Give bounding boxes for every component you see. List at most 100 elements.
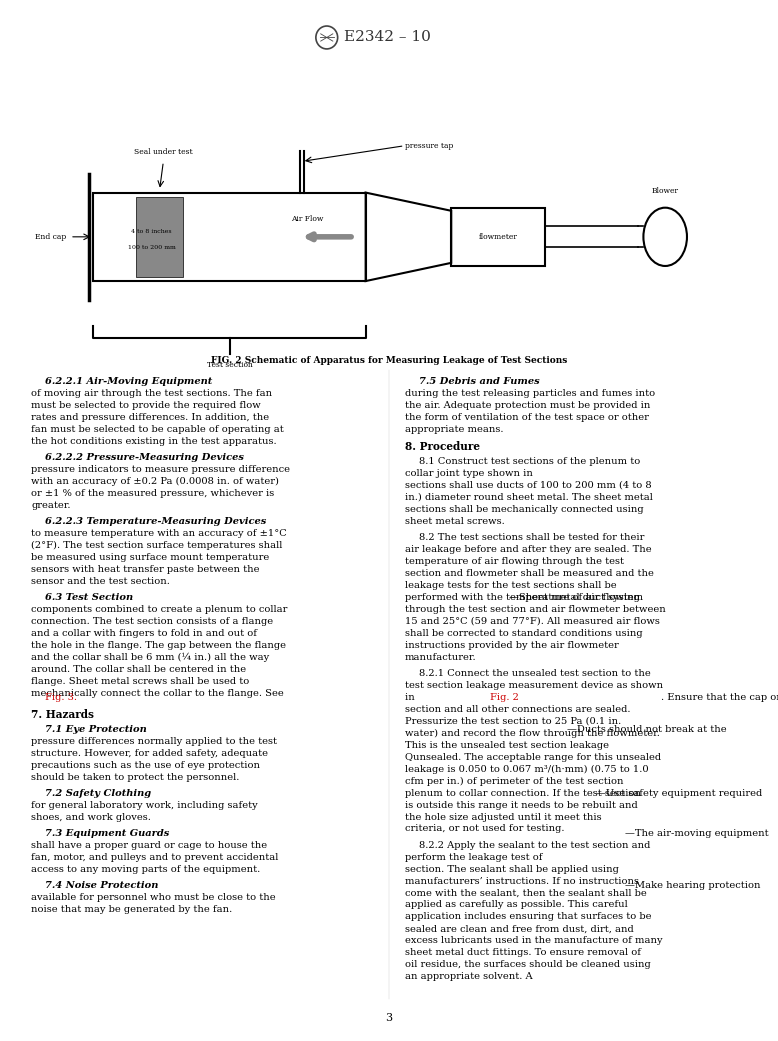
Text: End cap: End cap — [35, 233, 66, 240]
Text: must be selected to provide the required flow: must be selected to provide the required… — [31, 401, 261, 410]
Text: 8. Procedure: 8. Procedure — [405, 440, 479, 452]
Text: and a collar with fingers to fold in and out of: and a collar with fingers to fold in and… — [31, 629, 257, 638]
Text: Seal under test: Seal under test — [134, 148, 193, 156]
Text: sensor and the test section.: sensor and the test section. — [31, 577, 170, 586]
Text: —Use safety equipment required: —Use safety equipment required — [596, 789, 762, 798]
Text: pressure indicators to measure pressure difference: pressure indicators to measure pressure … — [31, 464, 290, 474]
Text: temperature of air flowing through the test: temperature of air flowing through the t… — [405, 557, 623, 566]
Text: flowmeter: flowmeter — [478, 233, 517, 240]
Text: applied as carefully as possible. This careful: applied as carefully as possible. This c… — [405, 900, 627, 910]
Text: E2342 – 10: E2342 – 10 — [344, 30, 431, 45]
Text: 3: 3 — [385, 1013, 393, 1023]
Text: cfm per in.) of perimeter of the test section: cfm per in.) of perimeter of the test se… — [405, 777, 623, 786]
Text: for general laboratory work, including safety: for general laboratory work, including s… — [31, 801, 258, 810]
Text: available for personnel who must be close to the: available for personnel who must be clos… — [31, 893, 275, 903]
Text: shoes, and work gloves.: shoes, and work gloves. — [31, 813, 151, 822]
Text: This is the unsealed test section leakage: This is the unsealed test section leakag… — [405, 740, 608, 750]
Text: —Make hearing protection: —Make hearing protection — [626, 881, 761, 890]
Text: section and flowmeter shall be measured and the: section and flowmeter shall be measured … — [405, 568, 654, 578]
Text: FIG. 2 Schematic of Apparatus for Measuring Leakage of Test Sections: FIG. 2 Schematic of Apparatus for Measur… — [211, 356, 567, 365]
Text: the hole size adjusted until it meet this: the hole size adjusted until it meet thi… — [405, 812, 601, 821]
Text: with an accuracy of ±0.2 Pa (0.0008 in. of water): with an accuracy of ±0.2 Pa (0.0008 in. … — [31, 477, 279, 486]
Text: 8.1 Construct test sections of the plenum to: 8.1 Construct test sections of the plenu… — [419, 457, 640, 466]
Text: fan, motor, and pulleys and to prevent accidental: fan, motor, and pulleys and to prevent a… — [31, 853, 279, 862]
Text: through the test section and air flowmeter between: through the test section and air flowmet… — [405, 605, 665, 614]
Text: to measure temperature with an accuracy of ±1°C: to measure temperature with an accuracy … — [31, 529, 287, 538]
Text: Air Flow: Air Flow — [291, 215, 324, 224]
Text: shall have a proper guard or cage to house the: shall have a proper guard or cage to hou… — [31, 841, 268, 850]
Text: leakage is 0.050 to 0.067 m³/(h·mm) (0.75 to 1.0: leakage is 0.050 to 0.067 m³/(h·mm) (0.7… — [405, 764, 648, 773]
Text: criteria, or not used for testing.: criteria, or not used for testing. — [405, 824, 564, 834]
Text: Pressurize the test section to 25 Pa (0.1 in.: Pressurize the test section to 25 Pa (0.… — [405, 716, 621, 726]
Text: plenum to collar connection. If the test section: plenum to collar connection. If the test… — [405, 788, 640, 797]
Text: 100 to 200 mm: 100 to 200 mm — [128, 245, 176, 250]
Text: and the collar shall be 6 mm (¼ in.) all the way: and the collar shall be 6 mm (¼ in.) all… — [31, 653, 269, 662]
Text: section and all other connections are sealed.: section and all other connections are se… — [405, 705, 630, 714]
Text: 4 to 8 inches: 4 to 8 inches — [131, 229, 172, 234]
Text: pressure tap: pressure tap — [405, 142, 453, 150]
Text: perform the leakage test of: perform the leakage test of — [405, 853, 545, 862]
Text: 7.5 Debris and Fumes: 7.5 Debris and Fumes — [419, 377, 539, 386]
Text: appropriate means.: appropriate means. — [405, 425, 503, 434]
Text: access to any moving parts of the equipment.: access to any moving parts of the equipm… — [31, 865, 261, 874]
Text: shall be corrected to standard conditions using: shall be corrected to standard condition… — [405, 629, 642, 638]
Text: manufacturers’ instructions. If no instructions: manufacturers’ instructions. If no instr… — [405, 877, 639, 886]
Text: sections shall be mechanically connected using: sections shall be mechanically connected… — [405, 505, 643, 514]
Text: leakage tests for the test sections shall be: leakage tests for the test sections shal… — [405, 581, 616, 590]
Text: greater.: greater. — [31, 501, 71, 510]
Text: 7.3 Equipment Guards: 7.3 Equipment Guards — [45, 829, 170, 838]
Text: Fig. 2: Fig. 2 — [490, 692, 519, 702]
Bar — [93, 193, 366, 281]
Text: test section leakage measurement device as shown: test section leakage measurement device … — [405, 681, 663, 690]
Text: an appropriate solvent. A: an appropriate solvent. A — [405, 972, 532, 982]
Text: Qunsealed. The acceptable range for this unsealed: Qunsealed. The acceptable range for this… — [405, 753, 661, 762]
Bar — [451, 208, 545, 266]
Text: the air. Adequate protection must be provided in: the air. Adequate protection must be pro… — [405, 401, 650, 410]
Text: —Ducts should not break at the: —Ducts should not break at the — [567, 725, 727, 734]
Text: be measured using surface mount temperature: be measured using surface mount temperat… — [31, 553, 269, 562]
Text: come with the sealant, then the sealant shall be: come with the sealant, then the sealant … — [405, 888, 647, 897]
Text: 6.2.2.2 Pressure-Measuring Devices: 6.2.2.2 Pressure-Measuring Devices — [45, 453, 244, 462]
Text: around. The collar shall be centered in the: around. The collar shall be centered in … — [31, 664, 247, 674]
Text: section. The sealant shall be applied using: section. The sealant shall be applied us… — [405, 864, 619, 873]
Text: or ±1 % of the measured pressure, whichever is: or ±1 % of the measured pressure, whiche… — [31, 488, 275, 498]
Text: is outside this range it needs to be rebuilt and: is outside this range it needs to be reb… — [405, 801, 637, 810]
Text: the form of ventilation of the test space or other: the form of ventilation of the test spac… — [405, 412, 648, 422]
Text: 8.2.2 Apply the sealant to the test section and: 8.2.2 Apply the sealant to the test sect… — [419, 840, 650, 849]
Text: flange. Sheet metal screws shall be used to: flange. Sheet metal screws shall be used… — [31, 677, 250, 686]
Text: 8.2.1 Connect the unsealed test section to the: 8.2.1 Connect the unsealed test section … — [419, 668, 650, 678]
Text: 6.2.2.3 Temperature-Measuring Devices: 6.2.2.3 Temperature-Measuring Devices — [45, 516, 266, 526]
Text: —The air-moving equipment: —The air-moving equipment — [626, 829, 769, 838]
Text: 6.2.2.1 Air-Moving Equipment: 6.2.2.1 Air-Moving Equipment — [45, 377, 212, 386]
Text: sealed are clean and free from dust, dirt, and: sealed are clean and free from dust, dir… — [405, 924, 633, 934]
Text: during the test releasing particles and fumes into: during the test releasing particles and … — [405, 388, 654, 398]
Text: . Ensure that the cap on the end of test: . Ensure that the cap on the end of test — [661, 692, 778, 702]
Text: precautions such as the use of eye protection: precautions such as the use of eye prote… — [31, 761, 260, 770]
Text: air leakage before and after they are sealed. The: air leakage before and after they are se… — [405, 544, 651, 554]
Text: rates and pressure differences. In addition, the: rates and pressure differences. In addit… — [31, 412, 269, 422]
Text: Blower: Blower — [652, 187, 678, 196]
Text: connection. The test section consists of a flange: connection. The test section consists of… — [31, 616, 273, 626]
Text: Fig. 3.: Fig. 3. — [45, 692, 77, 702]
Text: the hot conditions existing in the test apparatus.: the hot conditions existing in the test … — [31, 436, 277, 446]
Bar — [136, 197, 183, 277]
Text: sections shall use ducts of 100 to 200 mm (4 to 8: sections shall use ducts of 100 to 200 m… — [405, 481, 651, 490]
Text: 6.3 Test Section: 6.3 Test Section — [45, 592, 133, 602]
Text: components combined to create a plenum to collar: components combined to create a plenum t… — [31, 605, 288, 614]
Text: in.) diameter round sheet metal. The sheet metal: in.) diameter round sheet metal. The she… — [405, 492, 653, 502]
Text: 15 and 25°C (59 and 77°F). All measured air flows: 15 and 25°C (59 and 77°F). All measured … — [405, 616, 660, 626]
Text: sensors with heat transfer paste between the: sensors with heat transfer paste between… — [31, 564, 260, 574]
Text: in: in — [405, 692, 418, 702]
Text: 7.2 Safety Clothing: 7.2 Safety Clothing — [45, 789, 151, 798]
Text: pressure differences normally applied to the test: pressure differences normally applied to… — [31, 737, 277, 746]
Text: sheet metal duct fittings. To ensure removal of: sheet metal duct fittings. To ensure rem… — [405, 948, 640, 958]
Text: 7.4 Noise Protection: 7.4 Noise Protection — [45, 881, 159, 890]
Text: structure. However, for added safety, adequate: structure. However, for added safety, ad… — [31, 748, 268, 758]
Text: 8.2 The test sections shall be tested for their: 8.2 The test sections shall be tested fo… — [419, 533, 644, 542]
Text: instructions provided by the air flowmeter: instructions provided by the air flowmet… — [405, 640, 619, 650]
Text: fan must be selected to be capable of operating at: fan must be selected to be capable of op… — [31, 425, 284, 434]
Text: collar joint type shown in: collar joint type shown in — [405, 468, 535, 478]
Text: Test section: Test section — [207, 361, 252, 370]
Text: water) and record the flow through the flowmeter.: water) and record the flow through the f… — [405, 729, 660, 738]
Text: excess lubricants used in the manufacture of many: excess lubricants used in the manufactur… — [405, 936, 662, 945]
